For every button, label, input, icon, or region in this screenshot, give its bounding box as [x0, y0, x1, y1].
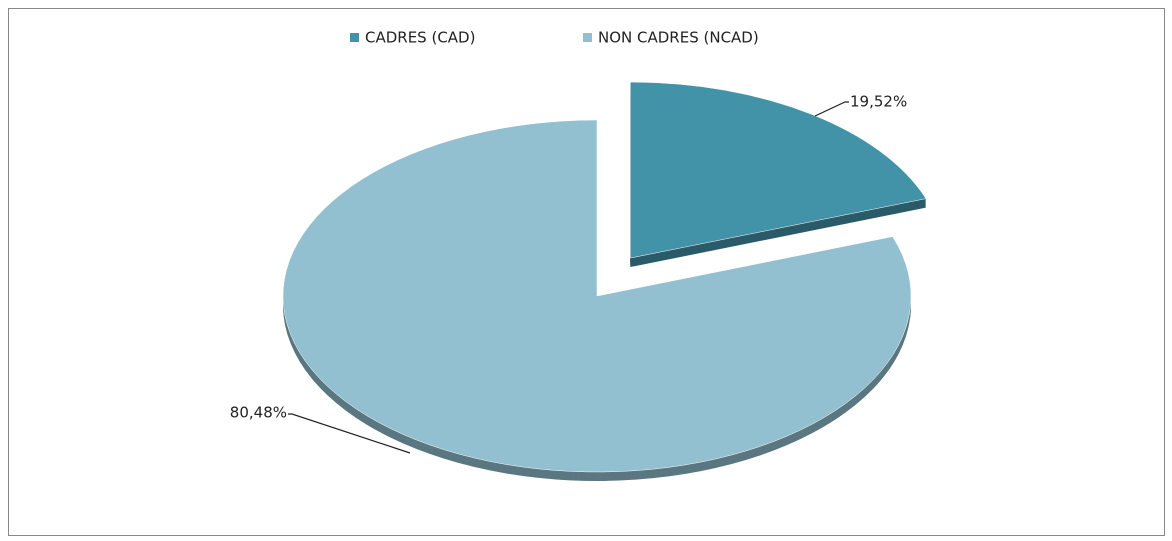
legend-marker [350, 33, 359, 42]
leader-line [814, 101, 849, 117]
slice [630, 81, 927, 259]
slice [282, 119, 912, 473]
leader-line [288, 413, 411, 454]
legend-label: CADRES (CAD) [365, 29, 475, 47]
legend-marker [583, 33, 592, 42]
data-label: 80,48% [230, 404, 287, 422]
legend-label: NON CADRES (NCAD) [598, 29, 759, 47]
data-label: 19,52% [850, 93, 907, 111]
